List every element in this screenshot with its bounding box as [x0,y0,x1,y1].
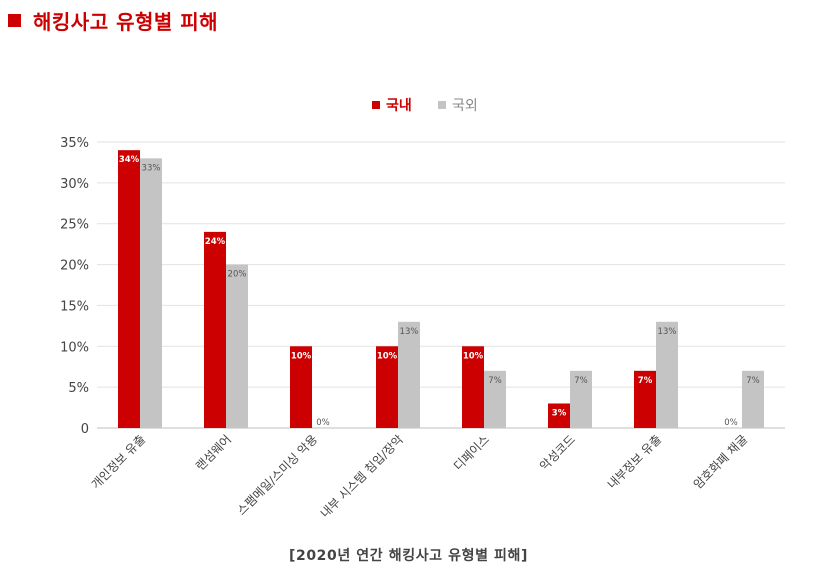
bar-overseas [570,370,592,428]
y-tick-label: 5% [68,381,89,396]
data-label: 10% [377,351,398,361]
data-label: 10% [291,351,312,361]
y-tick-label: 30% [60,177,89,192]
x-tick-label: 내부정보 유출 [605,432,664,491]
data-label: 20% [228,270,247,280]
bar-domestic [548,403,570,428]
bar-overseas [484,370,506,428]
x-tick-label: 디페이스 [451,432,492,473]
data-label: 7% [574,376,588,386]
chart-legend: 국내 국외 [372,98,478,114]
x-tick-label: 악성코드 [537,432,578,473]
legend-label: 국내 [386,98,412,114]
x-tick-label: 내부 시스템 침입/장악 [318,432,406,520]
data-label: 3% [552,408,567,418]
bar-overseas [226,264,248,428]
y-tick-label: 20% [60,259,89,274]
chart-bars: 34%33% 24% 20% 10% 0% 10% 13% 10% 7% 3% 7% 7% 13% 0% 7… [118,150,764,429]
x-tick-label: 개인정보 유출 [89,432,148,491]
bar-domestic [118,150,140,428]
data-label: 0% [316,418,330,428]
data-label: 7% [746,376,760,386]
y-tick-label: 35% [60,136,89,151]
data-label: 7% [488,376,502,386]
bar-domestic [634,370,656,428]
legend-swatch-domestic [372,101,380,109]
x-tick-label: 암호화폐 채굴 [691,432,750,491]
title-square-icon [8,13,21,27]
x-tick-label: 스팸메일/스미싱 악용 [234,432,320,518]
data-label: 13% [658,327,677,337]
data-label: 33% [142,163,161,173]
y-axis: 0 5% 10% 15% 20% 25% 30% 35% [60,136,89,437]
page-title: 해킹사고 유형별 피해 [33,9,219,34]
y-tick-label: 0 [81,422,89,437]
data-label: 7% [638,376,653,386]
bar-overseas [742,370,764,428]
data-label: 34% [119,155,140,165]
y-tick-label: 25% [60,218,89,233]
bar-domestic [462,346,484,428]
legend-swatch-overseas [438,101,446,109]
x-tick-label: 랜섬웨어 [193,432,234,473]
bar-overseas [140,158,162,429]
y-tick-label: 15% [60,299,89,314]
bar-domestic [204,231,226,428]
page-header: 해킹사고 유형별 피해 [8,6,218,34]
bar-chart: 국내 국외 0 5% 10% 15% 20% 25% 30% 35% 34%33% 24% 20% 1… [60,98,785,521]
data-label: 13% [400,327,419,337]
y-tick-label: 10% [60,340,89,355]
bar-domestic [290,346,312,428]
bar-overseas [398,321,420,428]
chart-gridlines [97,141,785,429]
bar-overseas [656,321,678,428]
chart-caption: [2020년 연간 해킹사고 유형별 피해] [288,548,529,564]
data-label: 24% [205,237,226,247]
bar-domestic [376,346,398,428]
legend-label: 국외 [452,98,478,114]
data-label: 0% [724,418,738,428]
data-label: 10% [463,351,484,361]
